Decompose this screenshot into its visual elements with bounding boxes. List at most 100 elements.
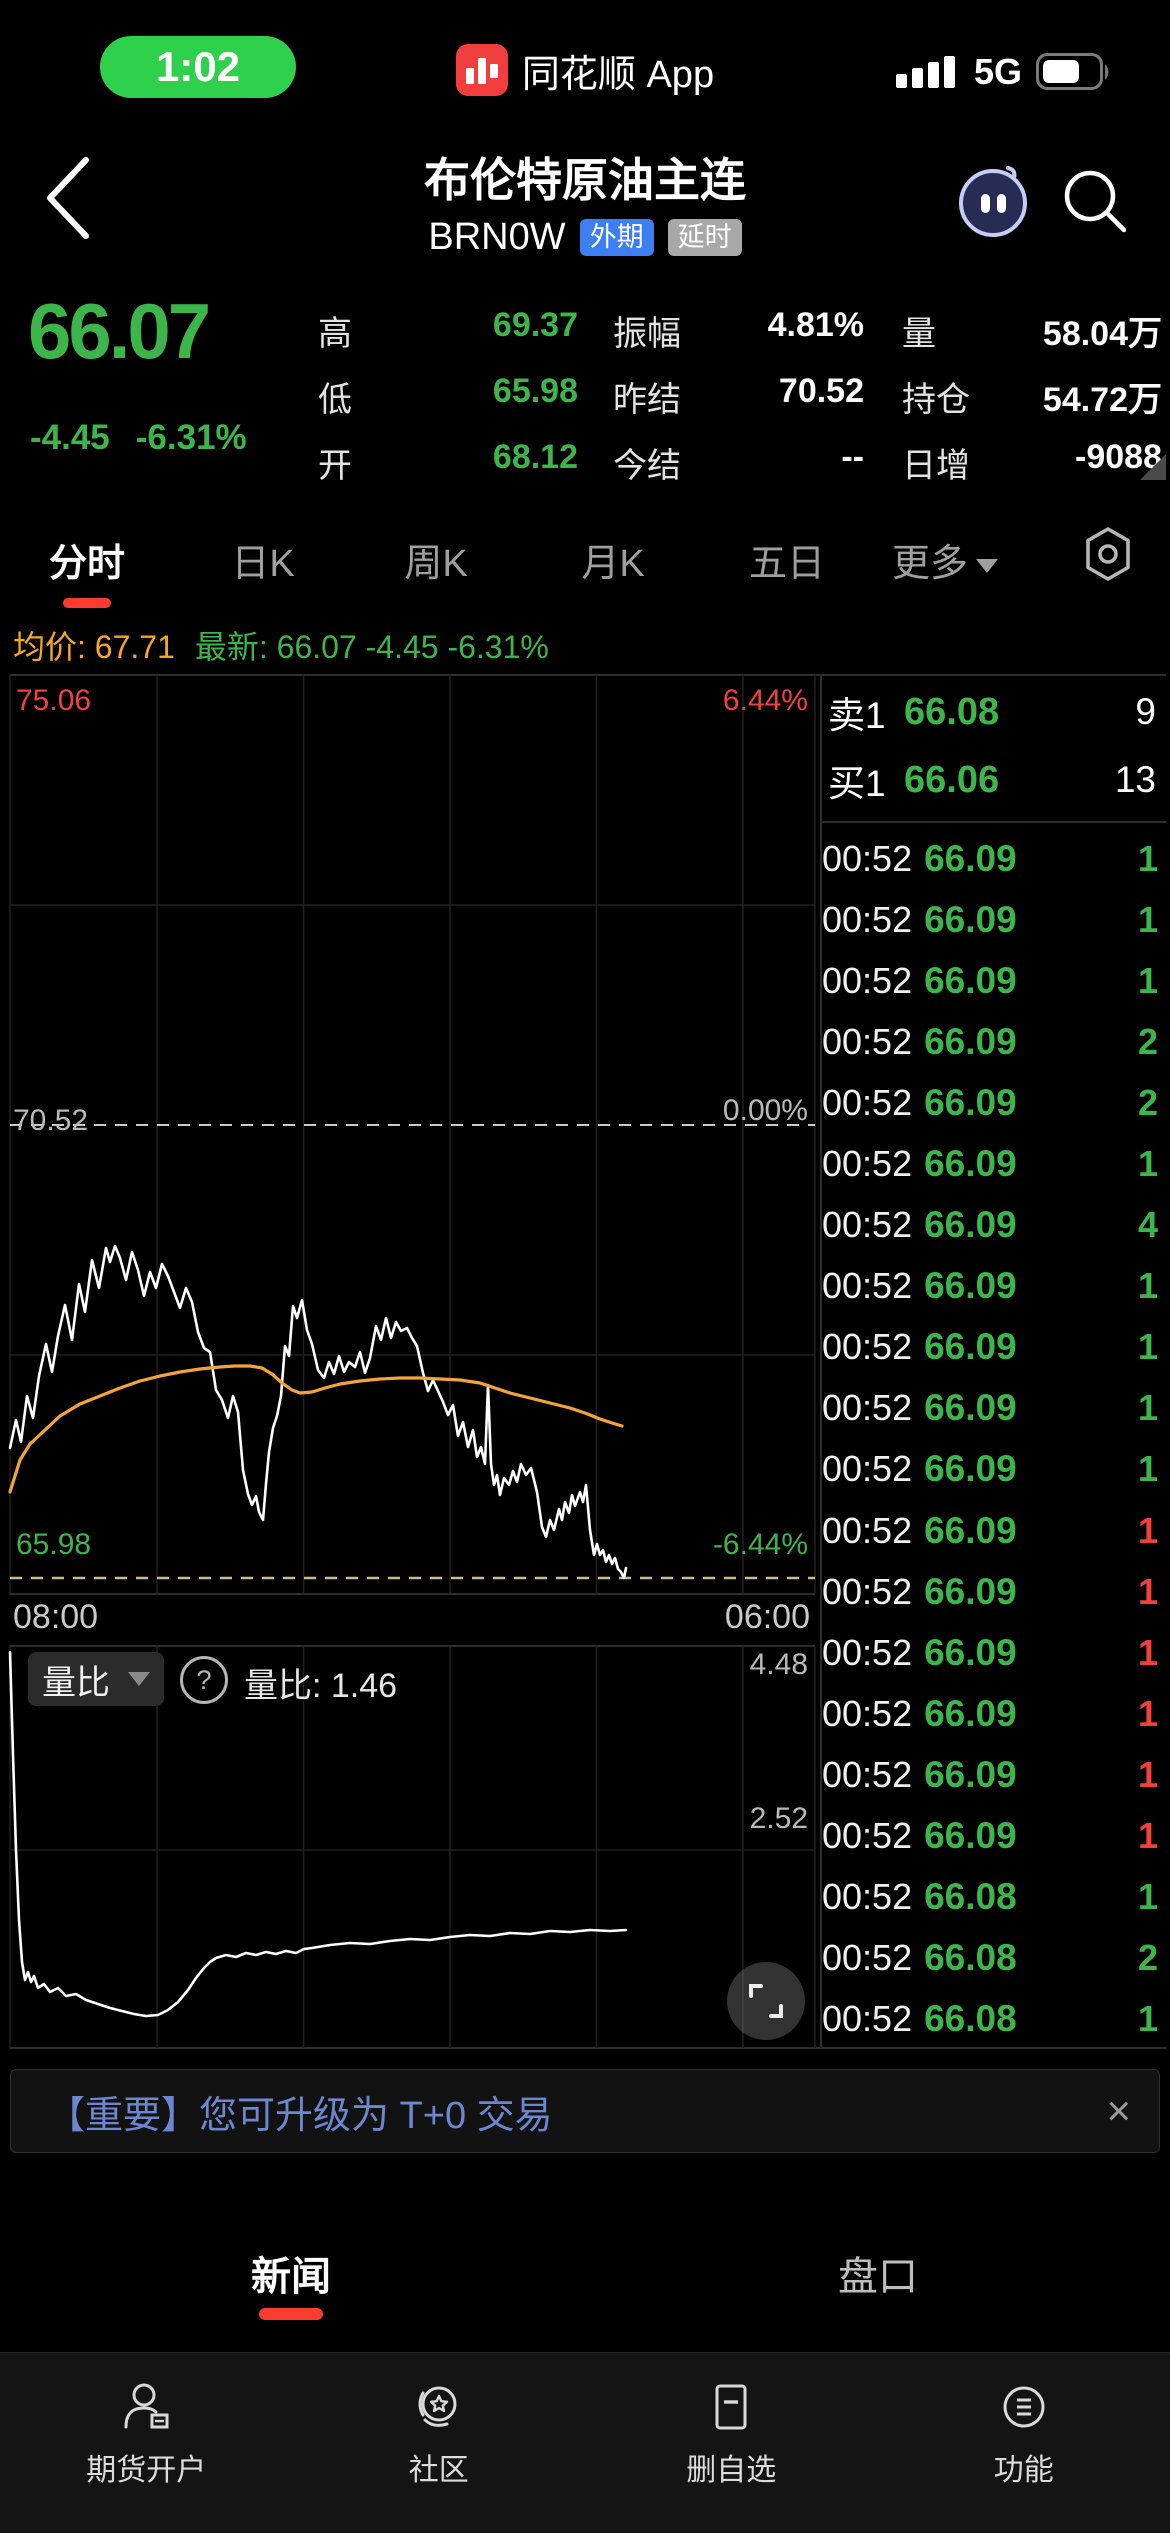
trade-row: 00:52 66.08 1 bbox=[822, 1989, 1166, 2050]
trade-time: 00:52 bbox=[822, 838, 912, 880]
trade-time: 00:52 bbox=[822, 1632, 912, 1674]
trade-price: 66.09 bbox=[924, 1265, 1017, 1307]
trade-time: 00:52 bbox=[822, 1082, 912, 1124]
nav-community[interactable]: 社区 bbox=[293, 2353, 586, 2533]
trade-time: 00:52 bbox=[822, 1937, 912, 1979]
chevron-down-icon bbox=[128, 1672, 150, 1686]
tab-news[interactable]: 新闻 bbox=[251, 2244, 331, 2302]
nav-label: 删自选 bbox=[686, 2445, 776, 2489]
bottom-nav-bar: 期货开户 社区 删自选 功能 bbox=[0, 2352, 1170, 2533]
trade-time: 00:52 bbox=[822, 1510, 912, 1552]
trade-time: 00:52 bbox=[822, 1693, 912, 1735]
volume-ratio-readout: 量比: 1.46 bbox=[244, 1658, 397, 1707]
nav-label: 社区 bbox=[409, 2445, 469, 2489]
trade-price: 66.09 bbox=[924, 1632, 1017, 1674]
trade-qty: 4 bbox=[1138, 1204, 1166, 1246]
chart-low-pct-label: -6.44% bbox=[630, 1528, 808, 1561]
trade-price: 66.09 bbox=[924, 1448, 1017, 1490]
trade-price: 66.09 bbox=[924, 960, 1017, 1002]
bid-label: 买1 bbox=[822, 753, 904, 807]
trade-price: 66.09 bbox=[924, 1693, 1017, 1735]
trade-price: 66.08 bbox=[924, 1876, 1017, 1918]
trade-qty: 1 bbox=[1138, 1448, 1166, 1490]
trade-time: 00:52 bbox=[822, 1265, 912, 1307]
trade-price: 66.08 bbox=[924, 1937, 1017, 1979]
nav-functions[interactable]: 功能 bbox=[878, 2353, 1170, 2533]
trade-time: 00:52 bbox=[822, 1815, 912, 1857]
trade-qty: 2 bbox=[1138, 1937, 1166, 1979]
chart-mid-price-label: 70.52 bbox=[13, 1104, 88, 1137]
trade-row: 00:52 66.08 2 bbox=[822, 1928, 1166, 1989]
trade-time: 00:52 bbox=[822, 1143, 912, 1185]
person-icon bbox=[118, 2379, 174, 2435]
time-axis-end: 06:00 bbox=[648, 1598, 810, 1637]
trade-price: 66.09 bbox=[924, 1571, 1017, 1613]
nav-label: 功能 bbox=[994, 2445, 1054, 2489]
trade-qty: 1 bbox=[1138, 838, 1166, 880]
time-axis-start: 08:00 bbox=[13, 1598, 98, 1637]
community-badge-icon bbox=[411, 2379, 467, 2435]
trade-time: 00:52 bbox=[822, 1998, 912, 2040]
trade-time: 00:52 bbox=[822, 1387, 912, 1429]
volume-indicator-selector[interactable]: 量比 bbox=[28, 1652, 164, 1706]
trade-row: 00:52 66.09 4 bbox=[822, 1195, 1166, 1256]
trade-qty: 1 bbox=[1138, 1876, 1166, 1918]
bottom-tab-underline bbox=[259, 2308, 323, 2320]
trade-price: 66.09 bbox=[924, 1754, 1017, 1796]
close-icon[interactable]: × bbox=[1106, 2087, 1159, 2135]
trade-qty: 1 bbox=[1138, 1998, 1166, 2040]
trade-time: 00:52 bbox=[822, 1571, 912, 1613]
menu-circle-icon bbox=[996, 2379, 1052, 2435]
nav-futures-account[interactable]: 期货开户 bbox=[0, 2353, 293, 2533]
nav-label: 期货开户 bbox=[86, 2445, 206, 2489]
trade-time: 00:52 bbox=[822, 899, 912, 941]
nav-remove-watchlist[interactable]: 删自选 bbox=[585, 2353, 878, 2533]
chart-low-price-label: 65.98 bbox=[16, 1528, 91, 1561]
trade-price: 66.09 bbox=[924, 1204, 1017, 1246]
trade-price: 66.09 bbox=[924, 1082, 1017, 1124]
ask-price: 66.08 bbox=[904, 691, 999, 734]
bid-price: 66.06 bbox=[904, 759, 999, 802]
upgrade-banner[interactable]: 【重要】您可升级为 T+0 交易 × bbox=[10, 2069, 1160, 2153]
trade-time: 00:52 bbox=[822, 960, 912, 1002]
chart-top-price-label: 75.06 bbox=[16, 684, 91, 717]
trade-price: 66.09 bbox=[924, 899, 1017, 941]
trade-qty: 2 bbox=[1138, 1021, 1166, 1063]
trade-time: 00:52 bbox=[822, 1754, 912, 1796]
trade-price: 66.08 bbox=[924, 1998, 1017, 2040]
trade-row: 00:52 66.09 2 bbox=[822, 1011, 1166, 1072]
trade-qty: 1 bbox=[1138, 1510, 1166, 1552]
trade-time: 00:52 bbox=[822, 1204, 912, 1246]
ask-label: 卖1 bbox=[822, 685, 904, 739]
tab-pankou[interactable]: 盘口 bbox=[838, 2244, 918, 2302]
help-icon[interactable]: ? bbox=[180, 1656, 228, 1704]
banner-text: 【重要】您可升级为 T+0 交易 bbox=[11, 2084, 553, 2139]
expand-chart-button[interactable] bbox=[727, 1962, 805, 2040]
trade-row: 00:52 66.09 1 bbox=[822, 1561, 1166, 1622]
trade-qty: 1 bbox=[1138, 1632, 1166, 1674]
trade-qty: 1 bbox=[1138, 1571, 1166, 1613]
vol-axis-mid: 2.52 bbox=[650, 1802, 808, 1835]
trade-qty: 1 bbox=[1138, 1387, 1166, 1429]
trade-price: 66.09 bbox=[924, 838, 1017, 880]
trade-price: 66.09 bbox=[924, 1326, 1017, 1368]
trade-row: 00:52 66.09 1 bbox=[822, 1622, 1166, 1683]
trade-price: 66.09 bbox=[924, 1021, 1017, 1063]
trade-time: 00:52 bbox=[822, 1326, 912, 1368]
trade-row: 00:52 66.09 1 bbox=[822, 828, 1166, 889]
vol-axis-top: 4.48 bbox=[650, 1648, 808, 1681]
chart-mid-pct-label: 0.00% bbox=[640, 1094, 808, 1127]
trade-time: 00:52 bbox=[822, 1021, 912, 1063]
